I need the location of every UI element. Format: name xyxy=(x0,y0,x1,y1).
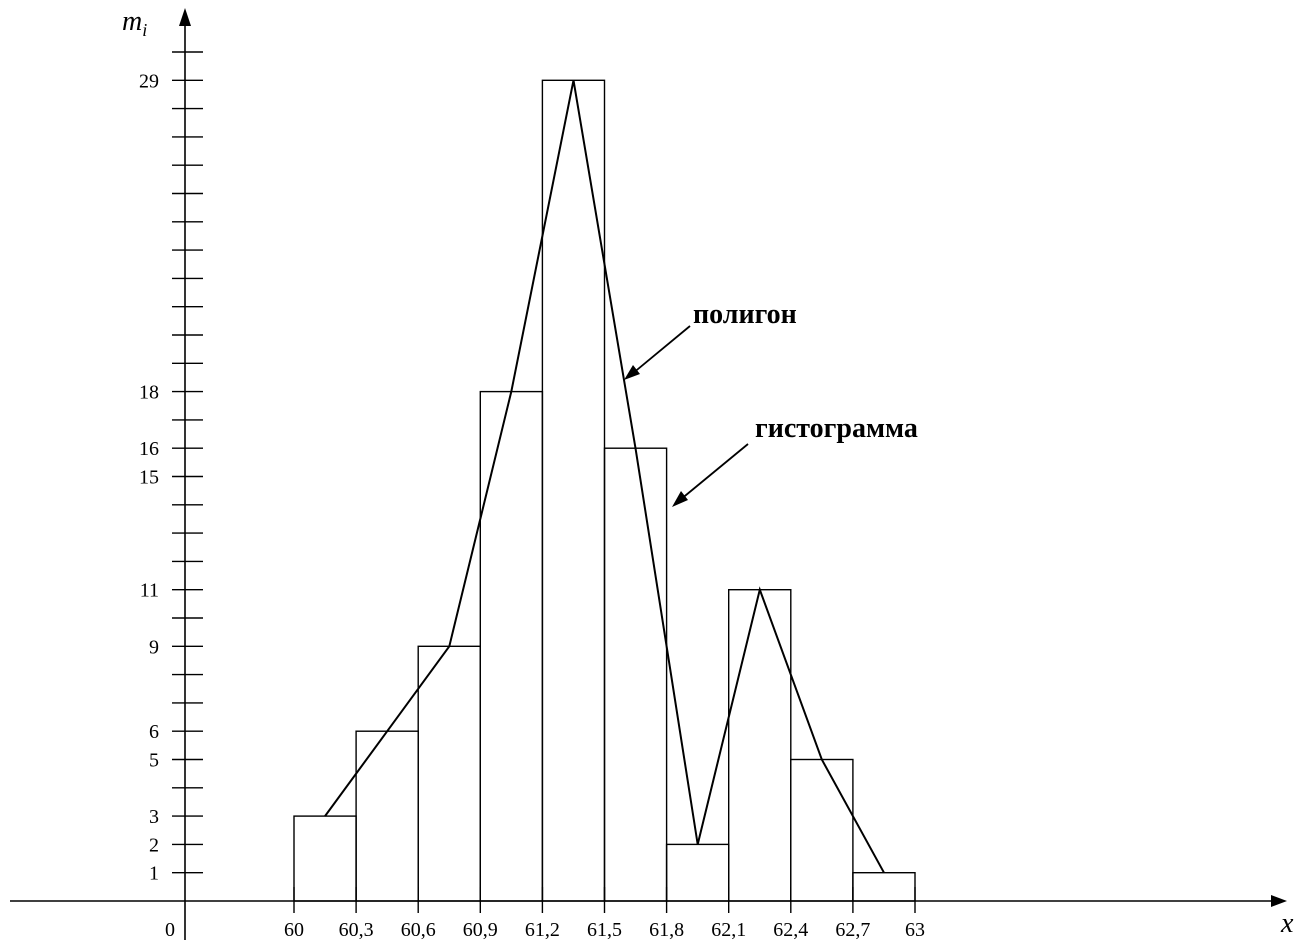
y-tick-label: 5 xyxy=(149,750,159,772)
origin-label: 0 xyxy=(165,919,175,941)
x-tick-label: 60,9 xyxy=(463,919,498,941)
histogram-bar xyxy=(852,872,916,902)
y-tick-label: 6 xyxy=(149,721,159,743)
x-axis-label: x xyxy=(1280,908,1294,939)
histogram-bar xyxy=(790,758,854,902)
x-tick-label: 61,2 xyxy=(525,919,560,941)
y-axis-arrow-icon xyxy=(179,8,191,26)
y-tick-label: 16 xyxy=(139,438,159,460)
histogram-bar xyxy=(603,447,668,902)
annotation-histogram-arrow xyxy=(679,443,749,501)
x-tick-label: 60 xyxy=(284,919,304,941)
y-tick-label: 1 xyxy=(149,863,159,885)
histogram-bar xyxy=(479,390,544,902)
polygon-layer xyxy=(324,80,885,874)
polygon-line xyxy=(324,80,885,874)
histogram-bar xyxy=(293,815,357,902)
x-tick-label: 62,1 xyxy=(711,919,746,941)
x-tick-label: 62,4 xyxy=(773,919,808,941)
x-tick-label: 62,7 xyxy=(835,919,870,941)
y-ticks-layer: 1 2 3 5 6 9 11 15 16 18 29 xyxy=(139,51,203,885)
axes-layer: mi x 0 xyxy=(10,6,1294,941)
annotation-polygon: полигон xyxy=(693,299,797,330)
x-tick-label: 61,8 xyxy=(649,919,684,941)
annotations-layer: полигон гистограмма xyxy=(624,299,918,507)
x-tick-label: 61,5 xyxy=(587,919,622,941)
y-tick-label: 3 xyxy=(149,806,159,828)
y-tick-label: 15 xyxy=(139,467,159,489)
x-ticks-layer: 60 60,3 60,6 60,9 61,2 61,5 61,8 62,1 62,4 62,7 63 xyxy=(284,887,925,941)
histogram-bar xyxy=(355,730,419,902)
annotation-polygon-arrow xyxy=(631,325,691,375)
histogram-layer xyxy=(293,79,916,902)
annotation-polygon-arrowhead-icon xyxy=(624,365,640,380)
y-tick-label: 18 xyxy=(139,382,159,404)
x-tick-label: 60,3 xyxy=(339,919,374,941)
x-tick-label: 63 xyxy=(905,919,925,941)
histogram-bar xyxy=(665,843,730,902)
x-tick-label: 60,6 xyxy=(401,919,436,941)
x-axis-arrow-icon xyxy=(1271,895,1287,907)
histogram-bar xyxy=(728,589,792,902)
y-tick-label: 11 xyxy=(140,580,159,602)
y-axis-label: mi xyxy=(122,6,147,40)
y-tick-label: 29 xyxy=(139,70,159,92)
annotation-histogram-arrowhead-icon xyxy=(672,491,688,507)
histogram-bar xyxy=(417,645,482,902)
y-tick-label: 9 xyxy=(149,636,159,658)
annotation-histogram: гистограмма xyxy=(755,413,918,444)
y-tick-label: 2 xyxy=(149,834,159,856)
